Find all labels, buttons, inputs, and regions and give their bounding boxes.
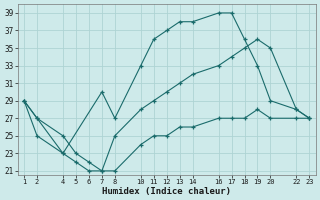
X-axis label: Humidex (Indice chaleur): Humidex (Indice chaleur) bbox=[102, 187, 231, 196]
